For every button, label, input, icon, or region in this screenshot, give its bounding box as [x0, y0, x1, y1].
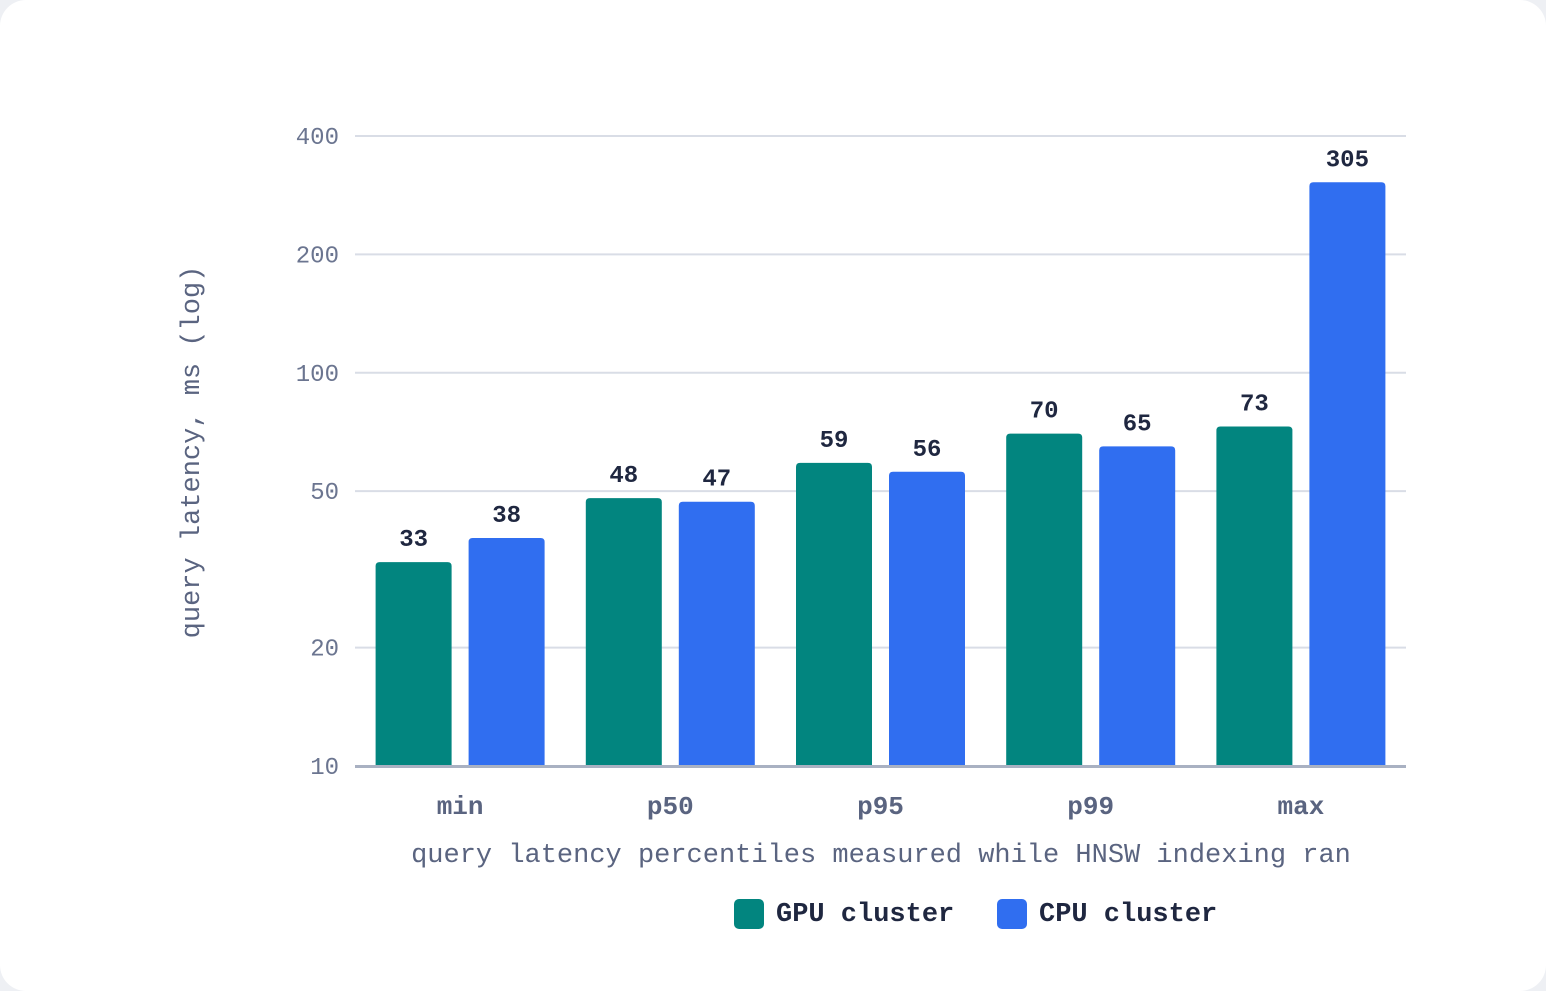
data-label: 305: [1326, 147, 1369, 174]
bar-cpu-cluster-p50: [678, 501, 755, 766]
bar-gpu-cluster-p99: [1006, 433, 1083, 766]
x-tick-label-p95: p95: [857, 792, 904, 822]
bar-gpu-cluster-min: [375, 562, 452, 766]
y-tick-label: 400: [296, 125, 339, 152]
x-tick-label-min: min: [437, 792, 484, 822]
data-label: 59: [820, 428, 849, 455]
y-tick-label: 200: [296, 243, 339, 270]
bar-cpu-cluster-max: [1309, 182, 1386, 766]
data-label: 73: [1240, 392, 1269, 419]
y-tick-label: 50: [310, 480, 339, 507]
data-label: 48: [609, 463, 638, 490]
bars: [375, 182, 1386, 766]
x-tick-label-max: max: [1277, 792, 1324, 822]
bar-cpu-cluster-min: [468, 538, 545, 766]
y-axis-title: query latency, ms (log): [178, 266, 208, 639]
bar-cpu-cluster-p99: [1099, 446, 1176, 766]
data-label: 47: [702, 467, 731, 494]
data-label: 65: [1123, 411, 1152, 438]
x-tick-label-p99: p99: [1067, 792, 1114, 822]
legend-label-cpu-cluster: CPU cluster: [1039, 900, 1217, 930]
bar-cpu-cluster-p95: [889, 471, 965, 766]
legend-label-gpu-cluster: GPU cluster: [776, 900, 954, 930]
y-tick-label: 100: [296, 362, 339, 389]
labels: 10 20 50 100 200 400 33 38 min 48 47 p50 59 56 p95 70 65…: [296, 125, 1369, 822]
data-label: 38: [492, 503, 521, 530]
y-tick-label: 20: [310, 637, 339, 664]
legend-swatch-gpu-cluster: [734, 899, 764, 929]
data-label: 56: [913, 437, 942, 464]
legend: GPU cluster CPU cluster: [734, 899, 1217, 930]
x-axis-title: query latency percentiles measured while…: [411, 841, 1351, 871]
data-label: 33: [399, 527, 428, 554]
y-tick-label: 10: [310, 755, 339, 782]
bar-gpu-cluster-max: [1216, 426, 1293, 766]
legend-swatch-cpu-cluster: [997, 899, 1027, 929]
bar-gpu-cluster-p50: [585, 498, 662, 766]
bar-gpu-cluster-p95: [796, 462, 872, 766]
data-label: 70: [1030, 399, 1059, 426]
x-tick-label-p50: p50: [647, 792, 694, 822]
